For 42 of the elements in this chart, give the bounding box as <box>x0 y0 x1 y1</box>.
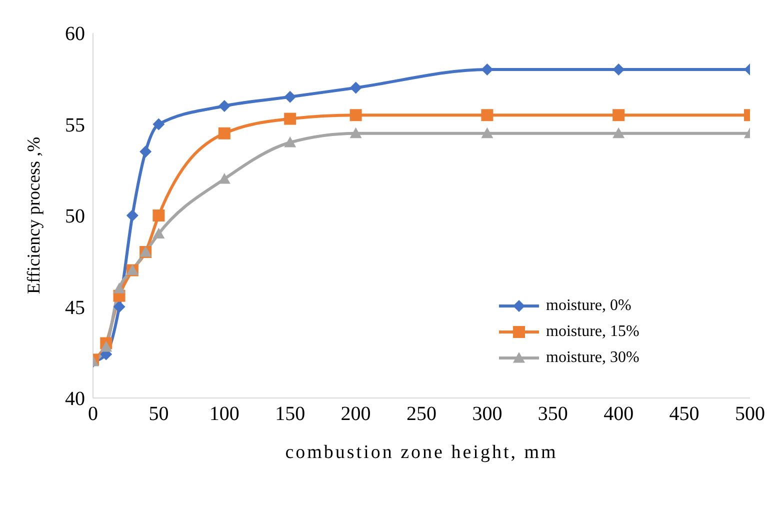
legend-label: moisture, 30% <box>546 349 640 367</box>
point <box>481 109 494 122</box>
x-tick-label: 250 <box>406 403 436 426</box>
point <box>350 127 362 138</box>
point <box>152 118 165 130</box>
point <box>126 210 138 222</box>
x-tick-label: 350 <box>538 403 568 426</box>
x-axis-title: combustion zone height, mm <box>285 442 558 463</box>
point <box>284 90 296 103</box>
y-tick-label: 55 <box>65 114 85 136</box>
point <box>350 82 362 94</box>
point <box>218 100 230 112</box>
y-tick-label: 45 <box>65 296 85 319</box>
point <box>100 340 112 352</box>
x-tick-label: 500 <box>735 403 765 426</box>
x-tick-label: 150 <box>275 403 306 426</box>
point <box>284 136 296 148</box>
legend-label: moisture, 15% <box>546 323 640 341</box>
x-tick-label: 200 <box>340 403 371 426</box>
point <box>113 282 126 294</box>
y-tick-label: 60 <box>65 23 85 46</box>
legend-label: moisture, 0% <box>546 297 632 315</box>
point <box>113 300 126 313</box>
x-tick-label: 0 <box>88 403 98 426</box>
point <box>612 109 625 122</box>
x-tick-label: 100 <box>209 403 240 426</box>
point <box>152 210 165 222</box>
x-tick-label: 450 <box>669 403 700 426</box>
point <box>152 228 165 239</box>
point <box>481 64 494 76</box>
point <box>284 112 296 125</box>
point <box>350 109 362 122</box>
y-axis-title: Efficiency process ,% <box>23 136 44 294</box>
point <box>140 146 152 158</box>
x-tick-label: 50 <box>148 403 169 426</box>
point <box>481 127 494 138</box>
x-tick-label: 300 <box>472 403 502 426</box>
y-tick-label: 40 <box>65 388 85 410</box>
x-tick-label: 400 <box>604 403 634 426</box>
y-tick-label: 50 <box>65 206 85 228</box>
point <box>612 127 625 138</box>
point <box>218 127 230 140</box>
